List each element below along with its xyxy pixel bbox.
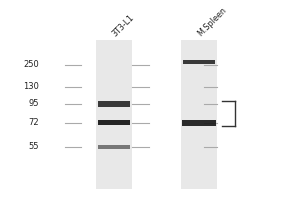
Text: 95: 95 (28, 99, 39, 108)
Bar (183, 60, 215, 64)
Bar (98, 101, 130, 107)
Text: 250: 250 (23, 60, 39, 69)
Bar (181, 40, 217, 189)
Bar (96, 40, 132, 189)
Text: 72: 72 (28, 118, 39, 127)
Text: 55: 55 (28, 142, 39, 151)
Bar (98, 145, 130, 149)
Text: M.Spleen: M.Spleen (196, 6, 228, 38)
Text: 3T3-L1: 3T3-L1 (111, 13, 136, 38)
Bar (98, 120, 130, 125)
Bar (182, 120, 216, 126)
Text: 130: 130 (23, 82, 39, 91)
